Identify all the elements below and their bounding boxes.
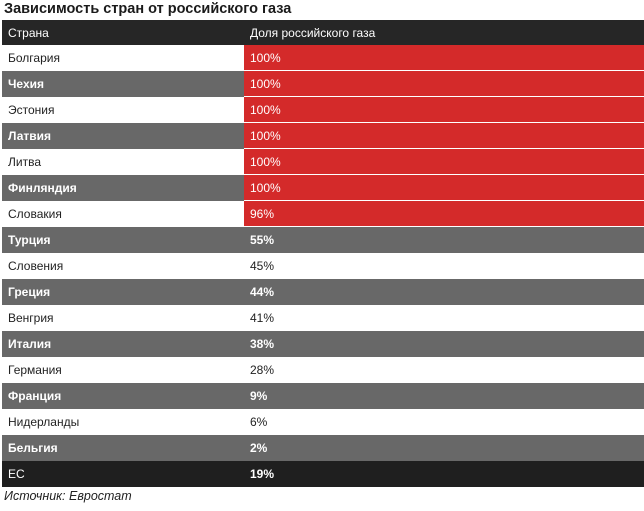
table-row: Эстония 100% bbox=[2, 97, 644, 123]
total-row: ЕС 19% bbox=[2, 461, 644, 487]
table-row: Болгария 100% bbox=[2, 45, 644, 71]
country-cell: Нидерланды bbox=[8, 415, 80, 429]
country-cell: Турция bbox=[8, 233, 51, 247]
table-row: Финляндия 100% bbox=[2, 175, 644, 201]
table-row: Бельгия 2% bbox=[2, 435, 644, 461]
country-cell: Венгрия bbox=[8, 311, 54, 325]
table-row: Турция 55% bbox=[2, 227, 644, 253]
country-cell: Финляндия bbox=[8, 181, 77, 195]
share-cell: 45% bbox=[250, 259, 275, 273]
share-cell: 100% bbox=[244, 123, 644, 149]
total-share-cell: 19% bbox=[250, 467, 275, 481]
share-cell: 100% bbox=[244, 149, 644, 175]
share-cell: 6% bbox=[250, 415, 268, 429]
country-cell: Чехия bbox=[8, 77, 44, 91]
table-body: Болгария 100% Чехия 100% Эстония 100% Латвия 10… bbox=[2, 45, 644, 487]
country-cell: Болгария bbox=[8, 51, 60, 65]
country-cell: Италия bbox=[8, 337, 52, 351]
country-cell: Германия bbox=[8, 363, 62, 377]
table-row: Чехия 100% bbox=[2, 71, 644, 97]
country-cell: Словения bbox=[8, 259, 64, 273]
share-cell: 2% bbox=[250, 441, 268, 455]
share-cell: 55% bbox=[250, 233, 275, 247]
country-cell: Латвия bbox=[8, 129, 52, 143]
share-cell: 100% bbox=[244, 175, 644, 201]
chart-title: Зависимость стран от российского газа bbox=[4, 1, 292, 17]
table-row: Словения 45% bbox=[2, 253, 644, 279]
table-row: Греция 44% bbox=[2, 279, 644, 305]
country-cell: Словакия bbox=[8, 207, 62, 221]
table-row: Германия 28% bbox=[2, 357, 644, 383]
country-cell: Литва bbox=[8, 155, 41, 169]
country-cell: Эстония bbox=[8, 103, 55, 117]
total-country-cell: ЕС bbox=[8, 467, 25, 481]
table-row: Италия 38% bbox=[2, 331, 644, 357]
country-cell: Франция bbox=[8, 389, 62, 403]
column-header-share: Доля российского газа bbox=[250, 25, 376, 40]
column-header-country: Страна bbox=[8, 25, 49, 40]
country-cell: Греция bbox=[8, 285, 51, 299]
share-cell: 100% bbox=[244, 97, 644, 123]
table-row: Словакия 96% bbox=[2, 201, 644, 227]
table-row: Франция 9% bbox=[2, 383, 644, 409]
share-cell: 100% bbox=[244, 45, 644, 71]
country-cell: Бельгия bbox=[8, 441, 58, 455]
table-row: Венгрия 41% bbox=[2, 305, 644, 331]
source-note: Источник: Евростат bbox=[4, 489, 132, 503]
share-cell: 9% bbox=[250, 389, 268, 403]
table-header: Страна Доля российского газа bbox=[2, 20, 644, 45]
share-cell: 96% bbox=[244, 201, 644, 227]
share-cell: 28% bbox=[250, 363, 275, 377]
data-table: Страна Доля российского газа Болгария 100… bbox=[2, 20, 644, 487]
table-row: Нидерланды 6% bbox=[2, 409, 644, 435]
share-cell: 38% bbox=[250, 337, 275, 351]
share-cell: 41% bbox=[250, 311, 275, 325]
share-cell: 44% bbox=[250, 285, 275, 299]
table-row: Латвия 100% bbox=[2, 123, 644, 149]
share-cell: 100% bbox=[244, 71, 644, 97]
table-row: Литва 100% bbox=[2, 149, 644, 175]
